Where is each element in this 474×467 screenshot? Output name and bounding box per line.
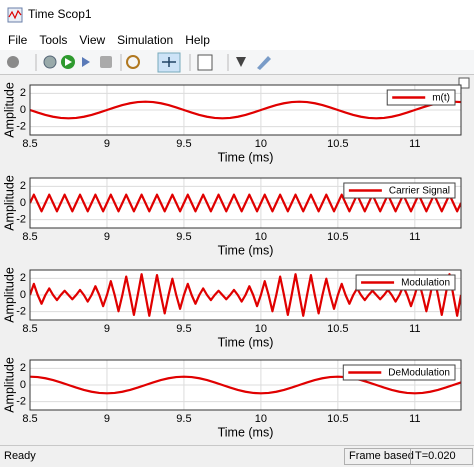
legend-label: Modulation <box>401 278 450 289</box>
legend-box <box>343 182 456 199</box>
status-time: T=0.020 <box>415 450 456 462</box>
axes-frame <box>29 359 462 411</box>
x-tick-label: 9.5 <box>176 231 191 243</box>
x-tick-label: 9.5 <box>176 323 191 335</box>
x-tick-label: 10.5 <box>327 138 348 150</box>
axes-frame <box>29 84 462 136</box>
x-tick-label: 10 <box>255 138 267 150</box>
legend-label: DeModulation <box>388 368 450 379</box>
axes-frame <box>29 269 462 321</box>
step-forward-button[interactable] <box>82 57 90 67</box>
stop-button[interactable] <box>100 56 112 68</box>
title-bar <box>0 0 474 30</box>
x-tick-label: 8.5 <box>22 231 37 243</box>
legend-label: Carrier Signal <box>389 186 450 197</box>
y-axis-label: Amplitude <box>2 357 16 413</box>
scope-panel: 8.5 9 9.5 10 10.5 11 -2 0 2 Time (ms) Amplitude Car… <box>2 175 462 257</box>
x-axis-label: Time (ms) <box>218 425 274 439</box>
x-tick-label: 9.5 <box>176 413 191 425</box>
status-state: Ready <box>4 450 36 462</box>
toolbar <box>0 50 474 74</box>
x-tick-label: 10 <box>255 231 267 243</box>
y-tick-label: 2 <box>20 180 26 192</box>
run-icon <box>65 58 72 66</box>
scale-button[interactable] <box>197 54 213 71</box>
x-tick-label: 10 <box>255 413 267 425</box>
y-tick-label: 0 <box>20 379 26 391</box>
signal-group <box>30 100 461 120</box>
scope-panel: 8.5 9 9.5 10 10.5 11 -2 0 2 Time (ms) Amplitude DeM… <box>2 357 462 439</box>
y-tick-label: -2 <box>16 306 26 318</box>
highlight-button[interactable] <box>126 55 140 69</box>
y-axis-label: Amplitude <box>2 267 16 323</box>
x-tick-label: 10 <box>255 323 267 335</box>
x-tick-label: 10.5 <box>327 323 348 335</box>
y-tick-label: 0 <box>20 104 26 116</box>
x-tick-label: 10.5 <box>327 231 348 243</box>
signal-line <box>30 375 461 395</box>
signal-group <box>30 375 461 395</box>
x-tick-label: 11 <box>409 138 420 150</box>
measure-button[interactable] <box>257 56 271 70</box>
y-tick-label: 0 <box>20 197 26 209</box>
y-axis-label: Amplitude <box>2 175 16 231</box>
x-tick-label: 11 <box>409 413 420 425</box>
x-tick-label: 9.5 <box>176 138 191 150</box>
x-axis-label: Time (ms) <box>218 335 274 349</box>
app-icon-wave <box>8 9 22 20</box>
legend-box <box>342 364 456 381</box>
plots: 8.5 9 9.5 10 10.5 11 -2 0 2 Time (ms) Amplitude m(t… <box>2 82 462 439</box>
step-back-button[interactable] <box>43 55 57 69</box>
legend-label: m(t) <box>432 93 450 104</box>
signal-line <box>30 100 461 120</box>
status-mode: Frame based <box>349 450 414 462</box>
scope-panel: 8.5 9 9.5 10 10.5 11 -2 0 2 Time (ms) Amplitude m(t… <box>2 82 462 164</box>
x-tick-label: 8.5 <box>22 138 37 150</box>
menu-item[interactable]: Tools <box>39 33 67 47</box>
y-tick-label: 0 <box>20 289 26 301</box>
legend-box <box>355 274 456 291</box>
x-axis-label: Time (ms) <box>218 243 274 257</box>
scope-panel: 8.5 9 9.5 10 10.5 11 -2 0 2 Time (ms) Amplitude Mod… <box>2 267 462 349</box>
axes-frame <box>29 177 462 229</box>
x-tick-label: 9 <box>104 138 110 150</box>
x-tick-label: 9 <box>104 413 110 425</box>
menu-item[interactable]: Help <box>185 33 210 47</box>
x-axis-label: Time (ms) <box>218 150 274 164</box>
settings-button[interactable] <box>7 56 19 68</box>
y-tick-label: 2 <box>20 272 26 284</box>
y-tick-label: 2 <box>20 362 26 374</box>
menu-item[interactable]: File <box>8 33 28 47</box>
signal-group <box>30 273 461 317</box>
x-tick-label: 10.5 <box>327 413 348 425</box>
menu-item[interactable]: View <box>79 33 105 47</box>
y-tick-label: -2 <box>16 214 26 226</box>
y-tick-label: -2 <box>16 396 26 408</box>
y-tick-label: 2 <box>20 87 26 99</box>
cursor-button[interactable] <box>236 57 246 67</box>
x-tick-label: 11 <box>409 231 420 243</box>
signal-line <box>30 273 461 317</box>
status-cell <box>410 448 473 465</box>
status-bar <box>0 446 474 467</box>
menu-bar <box>0 30 474 50</box>
x-tick-label: 8.5 <box>22 413 37 425</box>
y-tick-label: -2 <box>16 121 26 133</box>
window-title: Time Scop1 <box>28 7 92 21</box>
x-tick-label: 9 <box>104 323 110 335</box>
menu-item[interactable]: Simulation <box>117 33 173 47</box>
x-tick-label: 11 <box>409 323 420 335</box>
undock-button[interactable] <box>458 77 470 89</box>
x-tick-label: 9 <box>104 231 110 243</box>
menu: File Tools View Simulation Help <box>8 33 210 47</box>
zoom-icon <box>162 57 176 67</box>
x-tick-label: 8.5 <box>22 323 37 335</box>
y-axis-label: Amplitude <box>2 82 16 138</box>
